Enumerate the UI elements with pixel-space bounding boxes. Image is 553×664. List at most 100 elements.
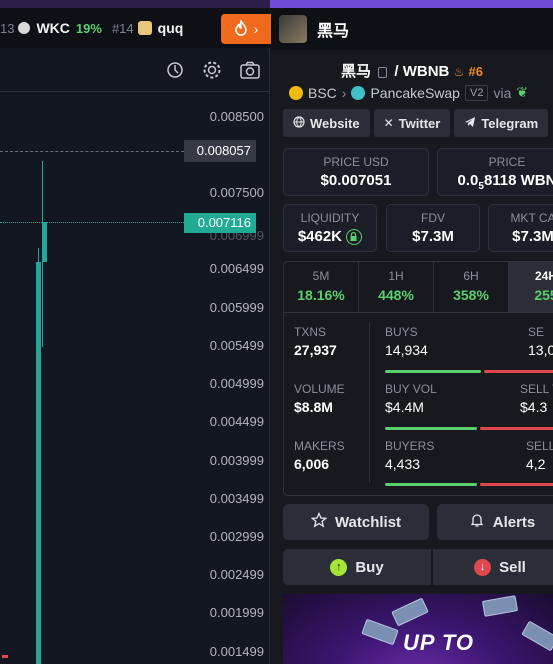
watchlist-label: Watchlist — [334, 513, 402, 531]
pair-header: 黑马 — [271, 8, 553, 50]
tab-6h[interactable]: 6H 358% — [434, 262, 509, 312]
price-axis-label: 0.004499 — [209, 414, 264, 429]
tab-change: 448% — [378, 287, 414, 303]
telegram-button[interactable]: Telegram — [454, 109, 549, 137]
fdv-label: FDV — [421, 211, 445, 225]
txns-value: 27,937 — [294, 342, 337, 358]
trending-rank: #14 — [111, 20, 134, 36]
sells-ratio-bar — [484, 370, 553, 373]
sellers-label: SELLE — [526, 439, 553, 453]
cash-image — [391, 597, 429, 627]
chevron-right-icon: › — [253, 21, 259, 37]
arrow-down-icon: ↓ — [474, 558, 492, 576]
buyers-value: 4,433 — [385, 456, 421, 472]
sellers-value: 4,2 — [526, 456, 546, 472]
txns-stat: TXNS 27,937 — [294, 325, 337, 358]
tab-label: 24H — [534, 269, 553, 283]
quote-symbol: WBNB — [402, 63, 450, 80]
price-axis-label: 0.004999 — [209, 376, 264, 391]
price-axis-label: 0.003499 — [209, 491, 264, 506]
trending-item[interactable]: 13 WKC 19% — [0, 20, 102, 36]
sell-button[interactable]: ↓ Sell — [433, 549, 553, 585]
globe-icon — [293, 115, 305, 131]
buyers-stat: BUYERS 4,433 — [385, 439, 434, 472]
fdv-box: FDV $7.3M — [386, 204, 480, 252]
copy-icon[interactable] — [378, 66, 388, 78]
buy-vol-value: $4.4M — [385, 399, 424, 415]
mkt-cap-box: MKT CA $7.3M — [488, 204, 553, 252]
pair-breadcrumb: BSC › PancakeSwap V2 via ❦ — [289, 84, 528, 101]
alerts-button[interactable]: Alerts — [437, 504, 553, 540]
twitter-button[interactable]: ✕ Twitter — [373, 109, 451, 137]
liquidity-amount: $462K — [297, 228, 343, 245]
buy-vol-label: BUY VOL — [385, 382, 437, 396]
pancakeswap-icon — [351, 85, 366, 100]
volume-stat: VOLUME $8.8M — [294, 382, 345, 415]
flame-icon: ♨ — [453, 65, 465, 79]
sell-vol-stat: SELL V $4.3 — [520, 382, 553, 415]
dex-name[interactable]: PancakeSwap — [370, 84, 460, 101]
tab-change: 18.16% — [297, 287, 345, 303]
sell-vol-value: $4.3 — [520, 399, 548, 415]
price-axis-label: 0.001999 — [209, 605, 264, 620]
replay-icon[interactable] — [164, 59, 186, 81]
tab-5m[interactable]: 5M 18.16% — [284, 262, 359, 312]
buy-button[interactable]: ↑ Buy — [283, 549, 431, 585]
makers-stat: MAKERS 6,006 — [294, 439, 345, 472]
chain-name[interactable]: BSC — [308, 84, 337, 101]
pair-title: 黑马 / WBNB ♨ #6 — [271, 60, 553, 81]
pair-separator: / — [394, 63, 399, 80]
camera-icon[interactable] — [239, 59, 261, 81]
candle-wick — [38, 248, 39, 268]
buys-value: 14,934 — [385, 342, 428, 358]
gear-icon[interactable] — [201, 59, 223, 81]
price-native-label: PRICE — [488, 155, 526, 169]
buys-stat: BUYS 14,934 — [385, 325, 428, 358]
chevron-right-icon: › — [341, 84, 347, 101]
website-button[interactable]: Website — [283, 109, 370, 137]
price-axis-label: 0.003999 — [209, 453, 264, 468]
current-price-line — [0, 222, 184, 223]
price-axis-label: 0.002499 — [209, 567, 264, 582]
txns-label: TXNS — [294, 325, 327, 339]
lock-icon — [346, 229, 363, 246]
buy-label: Buy — [355, 558, 384, 576]
cash-image — [521, 620, 553, 652]
price-native-value: 0.058118 WBN — [438, 172, 553, 192]
price-chart[interactable]: 0.008500 0.007500 0.006999 0.006499 0.00… — [0, 48, 270, 664]
liquidity-box: LIQUIDITY $462K — [283, 204, 377, 252]
tab-1h[interactable]: 1H 448% — [359, 262, 434, 312]
trending-item[interactable]: #14 quq — [112, 20, 189, 36]
liquidity-value: $462K — [284, 228, 376, 246]
watchlist-button[interactable]: Watchlist — [283, 504, 429, 540]
arrow-up-icon: ↑ — [330, 558, 348, 576]
price-native-rest: 8118 WBN — [483, 172, 553, 189]
pair-rank: #6 — [468, 64, 483, 79]
candle-body — [42, 222, 47, 262]
volume-value: $8.8M — [294, 399, 333, 415]
x-icon: ✕ — [383, 116, 394, 130]
ref-price-line — [0, 151, 184, 152]
promo-text: UP TO — [403, 630, 475, 655]
tab-24h[interactable]: 24H 255 — [509, 262, 553, 312]
price-axis-label: 0.005999 — [209, 300, 264, 315]
promo-banner[interactable]: UP TO — [283, 594, 553, 664]
trending-rank: 13 — [0, 20, 15, 36]
mkt-cap-value: $7.3M — [512, 228, 553, 245]
price-usd-box: PRICE USD $0.007051 — [283, 148, 429, 196]
price-axis-label: 0.002999 — [209, 529, 264, 544]
pair-name: 黑马 — [317, 23, 350, 40]
liquidity-label: LIQUIDITY — [300, 211, 360, 225]
buy-vol-stat: BUY VOL $4.4M — [385, 382, 437, 415]
sells-value: 13,0 — [528, 342, 553, 358]
base-symbol: 黑马 — [341, 63, 372, 80]
bell-icon — [469, 512, 485, 532]
telegram-label: Telegram — [481, 115, 539, 131]
telegram-icon — [464, 116, 476, 131]
buyers-ratio-bar — [385, 483, 477, 486]
transaction-stats: TXNS 27,937 BUYS 14,934 SE 13,0 VOLUME $… — [283, 313, 553, 496]
sellers-ratio-bar — [480, 483, 553, 486]
token-icon — [18, 22, 31, 34]
bsc-icon — [289, 85, 303, 100]
trending-toggle-button[interactable]: › — [221, 14, 271, 44]
